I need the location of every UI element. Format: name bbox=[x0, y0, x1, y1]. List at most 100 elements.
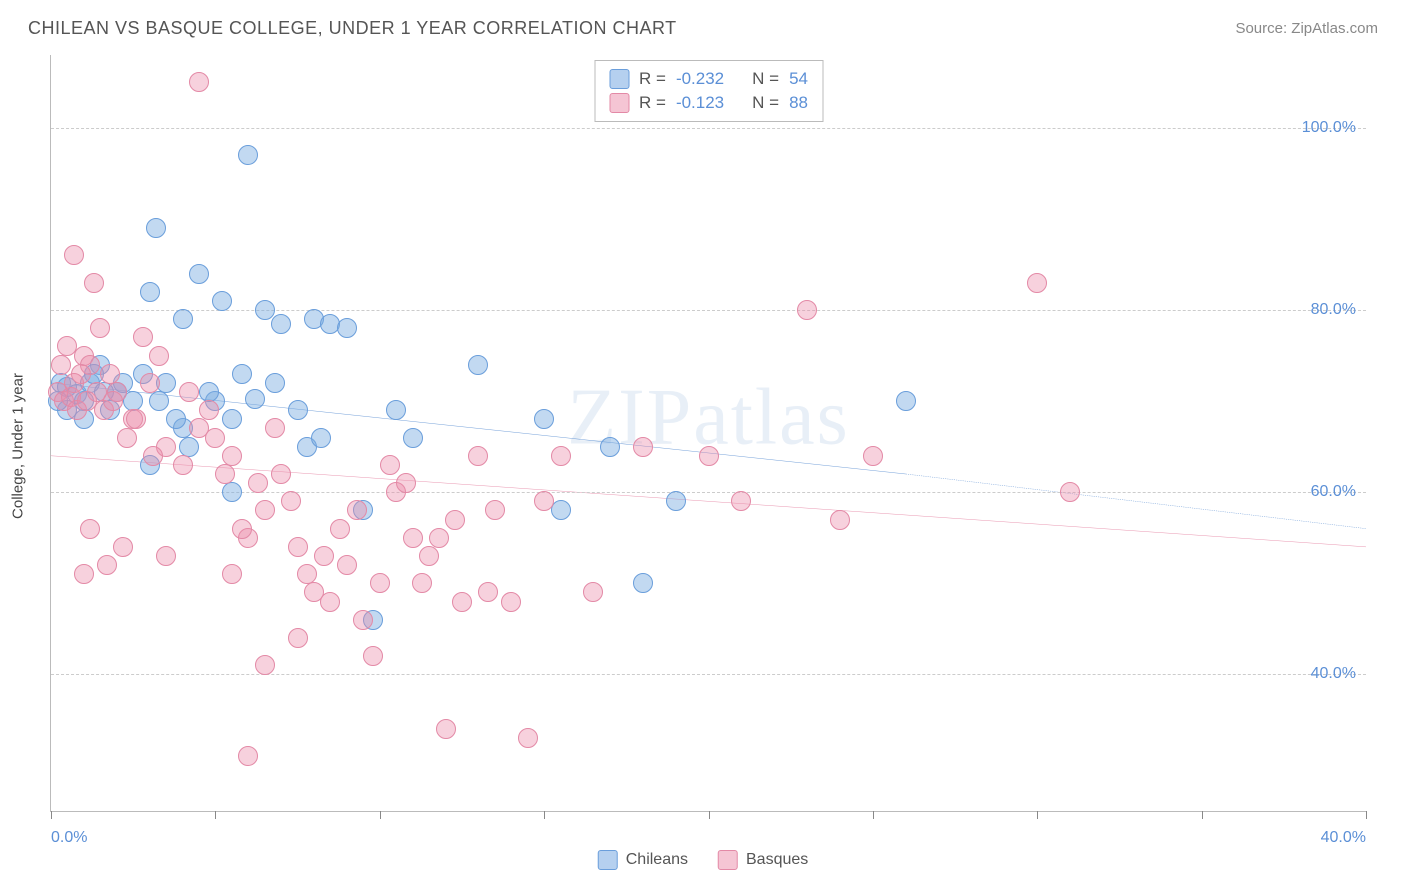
x-tick bbox=[1366, 811, 1367, 819]
data-point bbox=[146, 218, 166, 238]
data-point bbox=[633, 437, 653, 457]
data-point bbox=[468, 446, 488, 466]
data-point bbox=[149, 346, 169, 366]
data-point bbox=[797, 300, 817, 320]
data-point bbox=[265, 373, 285, 393]
data-point bbox=[478, 582, 498, 602]
x-axis-max-label: 40.0% bbox=[1321, 829, 1366, 847]
data-point bbox=[255, 655, 275, 675]
data-point bbox=[731, 491, 751, 511]
r-label: R = bbox=[639, 69, 666, 89]
data-point bbox=[71, 364, 91, 384]
data-point bbox=[386, 400, 406, 420]
legend-label: Chileans bbox=[626, 851, 688, 869]
data-point bbox=[288, 537, 308, 557]
data-point bbox=[222, 446, 242, 466]
data-point bbox=[666, 491, 686, 511]
data-point bbox=[445, 510, 465, 530]
data-point bbox=[396, 473, 416, 493]
data-point bbox=[173, 455, 193, 475]
stats-row: R = -0.123 N = 88 bbox=[609, 91, 808, 115]
legend-swatch bbox=[718, 850, 738, 870]
r-label: R = bbox=[639, 93, 666, 113]
data-point bbox=[353, 610, 373, 630]
data-point bbox=[288, 400, 308, 420]
legend-swatch bbox=[609, 69, 629, 89]
data-point bbox=[403, 528, 423, 548]
data-point bbox=[403, 428, 423, 448]
data-point bbox=[518, 728, 538, 748]
data-point bbox=[1060, 482, 1080, 502]
trend-line bbox=[906, 474, 1366, 529]
data-point bbox=[436, 719, 456, 739]
trend-lines-layer bbox=[51, 55, 1366, 811]
data-point bbox=[501, 592, 521, 612]
data-point bbox=[238, 145, 258, 165]
legend-item: Basques bbox=[718, 850, 808, 870]
data-point bbox=[222, 564, 242, 584]
legend-item: Chileans bbox=[598, 850, 688, 870]
data-point bbox=[320, 592, 340, 612]
chart-title: CHILEAN VS BASQUE COLLEGE, UNDER 1 YEAR … bbox=[28, 18, 677, 39]
data-point bbox=[337, 318, 357, 338]
data-point bbox=[288, 628, 308, 648]
y-tick-label: 60.0% bbox=[1311, 483, 1356, 501]
legend-label: Basques bbox=[746, 851, 808, 869]
data-point bbox=[189, 72, 209, 92]
data-point bbox=[149, 391, 169, 411]
data-point bbox=[80, 519, 100, 539]
gridline bbox=[51, 674, 1366, 675]
data-point bbox=[255, 300, 275, 320]
data-point bbox=[97, 555, 117, 575]
data-point bbox=[90, 318, 110, 338]
data-point bbox=[311, 428, 331, 448]
data-point bbox=[363, 646, 383, 666]
data-point bbox=[179, 382, 199, 402]
x-tick bbox=[544, 811, 545, 819]
data-point bbox=[600, 437, 620, 457]
data-point bbox=[830, 510, 850, 530]
data-point bbox=[370, 573, 390, 593]
gridline bbox=[51, 310, 1366, 311]
n-label: N = bbox=[752, 93, 779, 113]
data-point bbox=[84, 273, 104, 293]
data-point bbox=[330, 519, 350, 539]
data-point bbox=[633, 573, 653, 593]
data-point bbox=[100, 364, 120, 384]
n-label: N = bbox=[752, 69, 779, 89]
data-point bbox=[140, 373, 160, 393]
x-axis-min-label: 0.0% bbox=[51, 829, 87, 847]
data-point bbox=[222, 409, 242, 429]
r-value: -0.123 bbox=[676, 93, 724, 113]
n-value: 88 bbox=[789, 93, 808, 113]
x-tick bbox=[215, 811, 216, 819]
data-point bbox=[583, 582, 603, 602]
gridline bbox=[51, 492, 1366, 493]
data-point bbox=[347, 500, 367, 520]
data-point bbox=[179, 437, 199, 457]
data-point bbox=[245, 389, 265, 409]
data-point bbox=[238, 746, 258, 766]
data-point bbox=[271, 314, 291, 334]
data-point bbox=[173, 309, 193, 329]
data-point bbox=[117, 428, 137, 448]
data-point bbox=[222, 482, 242, 502]
data-point bbox=[212, 291, 232, 311]
data-point bbox=[189, 264, 209, 284]
data-point bbox=[143, 446, 163, 466]
x-tick bbox=[873, 811, 874, 819]
data-point bbox=[534, 409, 554, 429]
data-point bbox=[57, 336, 77, 356]
data-point bbox=[64, 245, 84, 265]
data-point bbox=[215, 464, 235, 484]
data-point bbox=[126, 409, 146, 429]
data-point bbox=[534, 491, 554, 511]
y-tick-label: 80.0% bbox=[1311, 301, 1356, 319]
data-point bbox=[699, 446, 719, 466]
data-point bbox=[166, 409, 186, 429]
x-tick bbox=[709, 811, 710, 819]
data-point bbox=[468, 355, 488, 375]
stats-row: R =-0.232N =54 bbox=[609, 67, 808, 91]
source-label: Source: ZipAtlas.com bbox=[1235, 20, 1378, 37]
y-tick-label: 40.0% bbox=[1311, 665, 1356, 683]
